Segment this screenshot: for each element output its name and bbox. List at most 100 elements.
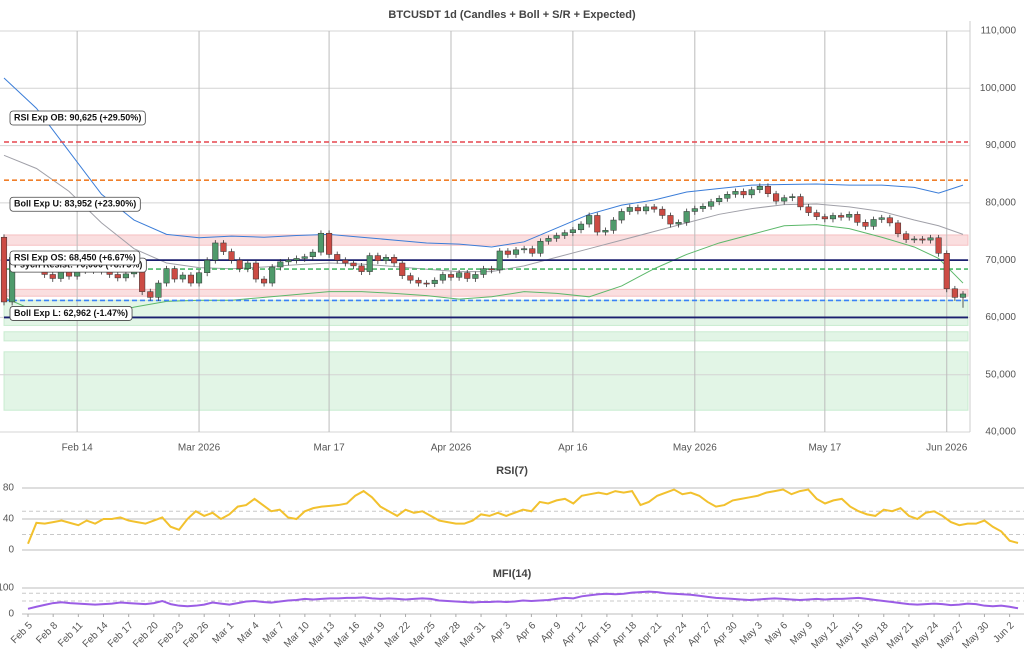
candle-body xyxy=(529,248,536,254)
candle-body xyxy=(569,229,576,233)
candle-body xyxy=(919,238,926,241)
x-tick-label: May 12 xyxy=(809,620,840,651)
band-line xyxy=(3,224,964,321)
x-tick-label: Feb 23 xyxy=(156,620,186,650)
candle-body xyxy=(829,215,837,220)
x-tick-label: Feb 17 xyxy=(106,620,136,650)
candle-body xyxy=(894,222,902,235)
x-tick-label: Apr 2026 xyxy=(431,443,472,454)
candle-body xyxy=(602,230,609,233)
x-tick-label: Mar 19 xyxy=(358,620,388,650)
level-label-box xyxy=(9,250,141,266)
y-tick-label: 40,000 xyxy=(985,427,1016,438)
candle-body xyxy=(821,216,828,220)
candle-body xyxy=(431,279,438,284)
candle-body xyxy=(236,259,243,269)
candle-body xyxy=(277,261,284,268)
x-tick-label: Feb 14 xyxy=(62,443,94,454)
x-tick-label: Apr 30 xyxy=(711,620,740,649)
candle-body xyxy=(163,268,170,284)
candle-body xyxy=(764,185,771,194)
candle-body xyxy=(464,272,471,279)
candle-body xyxy=(903,233,910,240)
candle-body xyxy=(196,272,203,284)
x-tick-label: Apr 21 xyxy=(636,620,665,649)
zone xyxy=(3,351,969,411)
level-label: Boll Exp L: 62,962 (-1.47%) xyxy=(9,306,133,321)
y-tick-label: 90,000 xyxy=(985,140,1016,151)
candle-body xyxy=(756,185,763,190)
candle-body xyxy=(675,222,682,225)
candle-body xyxy=(911,238,918,241)
x-tick-label: Mar 10 xyxy=(282,620,312,650)
x-tick-label: Feb 26 xyxy=(181,620,211,650)
candle-body xyxy=(594,215,601,233)
x-tick-label: Mar 16 xyxy=(332,620,362,650)
candle-body xyxy=(114,274,121,279)
candle-body xyxy=(326,232,333,255)
candle-body xyxy=(724,194,731,199)
candle-body xyxy=(553,235,560,239)
x-tick-label: Mar 31 xyxy=(458,620,488,650)
zone xyxy=(3,331,969,342)
candle-body xyxy=(423,282,430,285)
candle-body xyxy=(773,193,780,202)
candle-body xyxy=(732,191,739,195)
candle-body xyxy=(781,197,788,202)
x-tick-label: Feb 20 xyxy=(131,620,161,650)
x-tick-label: Apr 18 xyxy=(610,620,639,649)
candle-body xyxy=(626,207,633,212)
candle-body xyxy=(187,274,194,284)
candle-body xyxy=(244,262,251,269)
candle-body xyxy=(683,211,690,223)
x-tick-label: Apr 24 xyxy=(661,620,690,649)
x-tick-label: Feb 11 xyxy=(56,620,86,650)
x-tick-label: Feb 14 xyxy=(81,620,111,650)
candle-body xyxy=(667,215,674,225)
candle-body xyxy=(951,288,958,298)
candle-body xyxy=(122,273,129,279)
x-tick-label: Mar 1 xyxy=(210,620,236,646)
candle-body xyxy=(610,219,617,231)
x-tick-label: Mar 2026 xyxy=(178,443,221,454)
candle-body xyxy=(171,268,178,280)
candle-body xyxy=(49,274,56,279)
x-tick-label: Mar 22 xyxy=(383,620,413,650)
candle-body xyxy=(366,255,373,272)
candle-body xyxy=(407,275,414,281)
candle-body xyxy=(285,259,292,263)
y-tick-label: 110,000 xyxy=(981,26,1017,37)
candle-body xyxy=(220,242,227,252)
x-tick-label: Apr 12 xyxy=(560,620,589,649)
level-label-text: Boll Exp U: 83,952 (+23.90%) xyxy=(14,199,136,209)
candle-body xyxy=(716,198,723,202)
x-tick-label: May 27 xyxy=(935,620,966,651)
x-tick-label: Jun 2026 xyxy=(926,443,968,454)
x-tick-label: Apr 3 xyxy=(489,620,514,645)
candle-body xyxy=(139,269,146,292)
mfi-title: MFI(14) xyxy=(493,568,532,580)
level-label-text: RSI Exp OS: 68,450 (+6.67%) xyxy=(14,252,136,262)
y-tick-label: 80 xyxy=(3,483,15,494)
candle-body xyxy=(862,222,869,227)
candle-body xyxy=(155,282,162,298)
candle-body xyxy=(65,271,73,277)
x-tick-label: Feb 5 xyxy=(9,620,35,646)
level-label-box xyxy=(9,196,141,212)
x-tick-label: Mar 17 xyxy=(314,443,346,454)
candle-body xyxy=(659,208,666,216)
x-tick-label: Apr 15 xyxy=(585,620,614,649)
candle-body xyxy=(415,279,422,284)
level-label: RSI Exp OB: 90,625 (+29.50%) xyxy=(9,110,146,126)
candle-body xyxy=(480,268,487,275)
candle-body xyxy=(927,237,934,241)
x-tick-label: Apr 27 xyxy=(686,620,715,649)
x-tick-label: May 17 xyxy=(808,443,841,454)
x-tick-label: May 30 xyxy=(960,620,991,651)
candle-body xyxy=(797,196,804,208)
candle-body xyxy=(456,272,463,278)
candle-body xyxy=(293,258,300,261)
level-label-text: Boll Exp L: 62,962 (-1.47%) xyxy=(14,308,128,318)
candle-body xyxy=(309,251,316,257)
